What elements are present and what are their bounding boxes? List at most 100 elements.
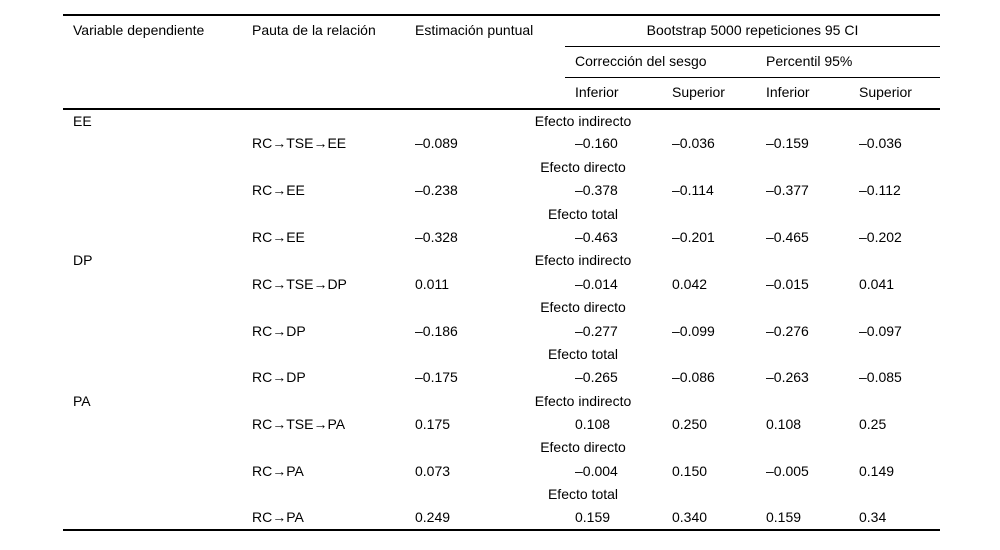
percentile-lower-cell: –0.377 (766, 182, 809, 199)
effect-label-row: EE Efecto indirecto (63, 109, 940, 132)
point-estimate-cell: 0.011 (415, 275, 449, 292)
percentile-lower-cell: 0.159 (766, 509, 802, 526)
effect-label-row: PA Efecto indirecto (63, 390, 940, 413)
effect-label-row: Efecto total (63, 343, 940, 366)
bias-lower-cell: –0.265 (575, 369, 618, 386)
col-header-point-estimate: Estimación puntual (405, 15, 565, 110)
col-header-percentile-upper: Superior (849, 77, 941, 110)
empty-cell (63, 179, 242, 202)
percentile-lower-cell: –0.465 (766, 228, 809, 245)
col-header-bias-correction-group: Corrección del sesgo (565, 46, 756, 78)
relation-path-cell: RC→DP (252, 369, 306, 386)
percentile-upper-cell: –0.085 (859, 369, 902, 386)
effect-label-row: Efecto total (63, 483, 940, 506)
empty-cell (63, 460, 242, 483)
table-row: RC→DP –0.175 –0.265 –0.086 –0.263 –0.085 (63, 366, 940, 389)
point-estimate-cell: –0.238 (415, 182, 458, 199)
percentile-lower-cell: –0.159 (766, 135, 809, 152)
col-header-bias-upper: Superior (662, 77, 756, 110)
col-header-relation-path: Pauta de la relación (242, 15, 405, 110)
point-estimate-cell: 0.249 (415, 509, 451, 526)
empty-cell (63, 413, 242, 436)
effect-label-cell: Efecto directo (242, 156, 940, 179)
effect-label-cell: Efecto total (242, 203, 940, 226)
percentile-upper-cell: 0.149 (859, 462, 895, 479)
point-estimate-cell: –0.089 (415, 135, 458, 152)
bias-lower-cell: –0.378 (575, 182, 618, 199)
percentile-upper-cell: –0.036 (859, 135, 902, 152)
table-row: RC→EE –0.328 –0.463 –0.201 –0.465 –0.202 (63, 226, 940, 249)
effect-type-label: Efecto total (547, 486, 619, 503)
col-header-percentile-lower: Inferior (756, 77, 849, 110)
percentile-lower-cell: –0.015 (766, 275, 809, 292)
table-row: RC→TSE→DP 0.011 –0.014 0.042 –0.015 0.04… (63, 273, 940, 296)
relation-path-cell: RC→EE (252, 182, 305, 199)
empty-cell (63, 203, 242, 226)
percentile-lower-cell: –0.276 (766, 322, 809, 339)
bias-upper-cell: 0.042 (672, 275, 708, 292)
point-estimate-cell: 0.175 (415, 416, 451, 433)
effect-type-label: Efecto indirecto (534, 392, 632, 409)
col-header-percentile-group: Percentil 95% (756, 46, 941, 78)
point-estimate-cell: –0.328 (415, 228, 458, 245)
effect-type-label: Efecto indirecto (534, 112, 632, 129)
effect-label-row: Efecto directo (63, 296, 940, 319)
empty-cell (63, 366, 242, 389)
bias-upper-cell: 0.250 (672, 416, 708, 433)
empty-cell (63, 320, 242, 343)
bias-upper-cell: 0.340 (672, 509, 708, 526)
col-header-bootstrap-group: Bootstrap 5000 repeticiones 95 CI (565, 15, 941, 47)
effect-label-row: DP Efecto indirecto (63, 249, 940, 272)
table-row: RC→PA 0.249 0.159 0.340 0.159 0.34 (63, 507, 940, 530)
point-estimate-cell: –0.186 (415, 322, 458, 339)
effect-type-label: Efecto directo (540, 158, 626, 175)
percentile-upper-cell: 0.041 (859, 275, 895, 292)
percentile-upper-cell: –0.202 (859, 228, 902, 245)
effect-type-label: Efecto total (547, 205, 619, 222)
empty-cell (63, 343, 242, 366)
effect-type-label: Efecto directo (540, 299, 626, 316)
relation-path-cell: RC→DP (252, 322, 306, 339)
header-row-3: Inferior Superior Inferior Superior (63, 77, 941, 110)
dependent-variable-cell: PA (73, 392, 91, 409)
bias-upper-cell: –0.114 (672, 182, 714, 199)
bias-lower-cell: 0.108 (575, 416, 611, 433)
effect-type-label: Efecto indirecto (534, 252, 632, 269)
relation-path-cell: RC→TSE→PA (252, 416, 346, 433)
relation-path-cell: RC→TSE→EE (252, 135, 347, 152)
mediation-results-table: Variable dependiente Pauta de la relació… (63, 14, 941, 532)
bias-lower-cell: –0.014 (575, 275, 618, 292)
table-row: RC→DP –0.186 –0.277 –0.099 –0.276 –0.097 (63, 320, 940, 343)
percentile-upper-cell: –0.097 (859, 322, 902, 339)
empty-cell (63, 156, 242, 179)
empty-cell (63, 132, 242, 155)
effect-label-cell: Efecto indirecto (242, 109, 940, 132)
percentile-upper-cell: –0.112 (859, 182, 901, 199)
effect-label-cell: Efecto directo (242, 436, 940, 459)
header-row-2: Corrección del sesgo Percentil 95% (63, 46, 941, 78)
table-row: RC→TSE→PA 0.175 0.108 0.250 0.108 0.25 (63, 413, 940, 436)
bias-lower-cell: –0.463 (575, 228, 618, 245)
bias-lower-cell: 0.159 (575, 509, 611, 526)
bias-lower-cell: –0.160 (575, 135, 618, 152)
point-estimate-cell: 0.073 (415, 462, 451, 479)
empty-cell (63, 483, 242, 506)
dependent-variable-cell: DP (73, 252, 93, 269)
percentile-lower-cell: –0.263 (766, 369, 809, 386)
point-estimate-cell: –0.175 (415, 369, 458, 386)
percentile-lower-cell: –0.005 (766, 462, 809, 479)
bias-upper-cell: –0.036 (672, 135, 715, 152)
bias-upper-cell: 0.150 (672, 462, 708, 479)
percentile-upper-cell: 0.34 (859, 509, 887, 526)
table-row: RC→TSE→EE –0.089 –0.160 –0.036 –0.159 –0… (63, 132, 940, 155)
effect-label-cell: Efecto directo (242, 296, 940, 319)
bias-upper-cell: –0.201 (672, 228, 715, 245)
percentile-upper-cell: 0.25 (859, 416, 887, 433)
empty-cell (63, 507, 242, 530)
effect-label-cell: Efecto indirecto (242, 390, 940, 413)
table-row: RC→PA 0.073 –0.004 0.150 –0.005 0.149 (63, 460, 940, 483)
effect-label-row: Efecto directo (63, 156, 940, 179)
empty-cell (63, 436, 242, 459)
effect-label-row: Efecto total (63, 203, 940, 226)
